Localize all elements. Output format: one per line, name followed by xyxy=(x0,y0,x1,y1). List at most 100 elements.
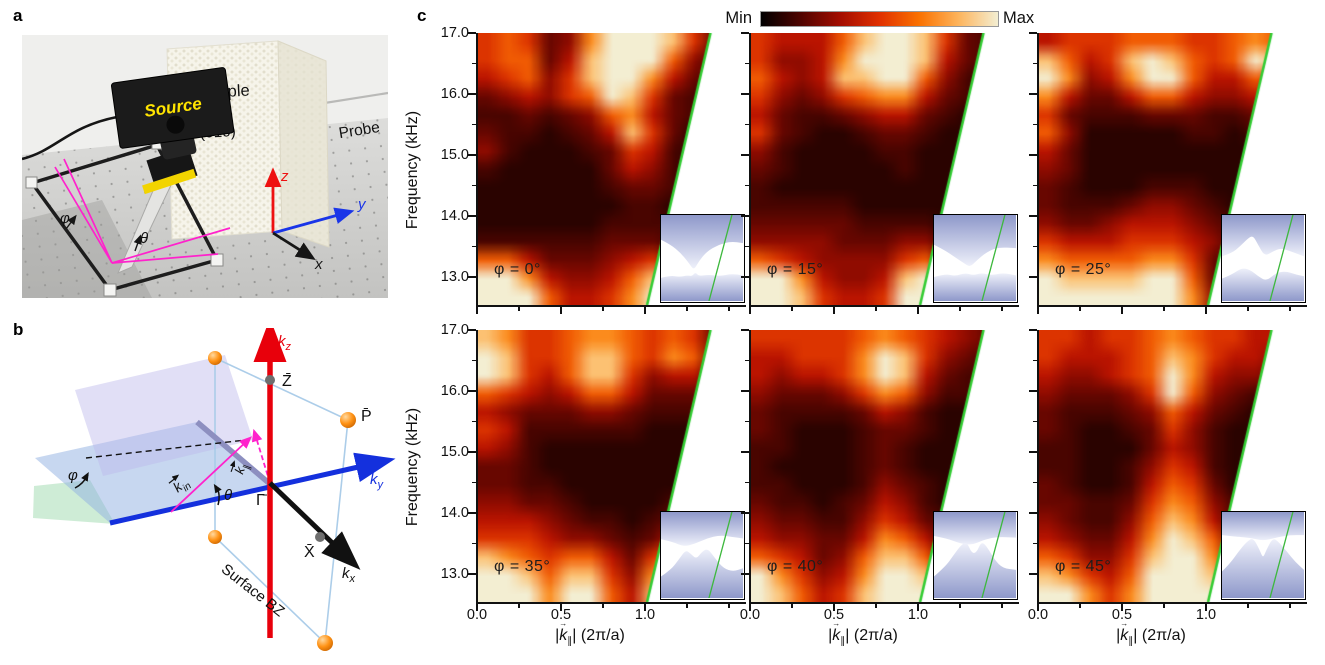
photo-table-shadow xyxy=(22,200,152,298)
heatmap-panel-0: 17.0 16.0 15.0 14.0 13.0 φ = 0° xyxy=(441,25,746,314)
y-minor-tick xyxy=(745,542,749,545)
ky-axis xyxy=(109,452,396,526)
phi-angle-label: φ = 0° xyxy=(494,261,541,278)
band-projection-inset-svg xyxy=(661,510,743,600)
x-point-label: X̄ xyxy=(304,544,315,561)
phi-angle-label: φ = 40° xyxy=(767,558,824,575)
x-minor-tick xyxy=(1247,603,1249,608)
band-projection-inset xyxy=(660,213,745,303)
x-axis-line xyxy=(1037,305,1307,307)
x-axis-line xyxy=(476,602,746,604)
y-major-tick xyxy=(1029,276,1037,278)
svg-text:k∥: k∥ xyxy=(231,461,252,477)
x-minor-tick xyxy=(791,603,793,608)
x-minor-tick xyxy=(602,306,604,311)
y-major-tick xyxy=(468,451,476,453)
inset-sound-line xyxy=(980,510,1006,600)
y-axis-line xyxy=(749,330,751,603)
y-major-tick xyxy=(468,390,476,392)
y-major-tick xyxy=(468,93,476,95)
band-projection-inset xyxy=(1221,213,1306,303)
inset-sound-line xyxy=(1268,213,1294,303)
probe-label: Probe xyxy=(338,119,382,142)
lower-bulk-band xyxy=(661,549,743,598)
band-projection-inset-svg xyxy=(1222,510,1304,600)
x-major-tick xyxy=(644,603,646,611)
heatmap-panel-15: φ = 15° xyxy=(741,32,1019,314)
y-minor-tick xyxy=(745,245,749,248)
y-minor-tick xyxy=(1033,359,1037,362)
x-minor-tick xyxy=(728,306,730,311)
y-minor-tick xyxy=(745,184,749,187)
axis-y-label: y xyxy=(357,196,367,213)
x-major-tick xyxy=(833,306,835,314)
phi-angle-label: φ = 25° xyxy=(1055,261,1112,278)
x-minor-tick xyxy=(686,306,688,311)
panel-b-letter: b xyxy=(13,320,24,339)
brillouin-zone-diagram: kz ky kx Z̄ P̄ X̄ Γ̄ kin k∥ θ φ Surface … xyxy=(33,328,396,651)
source-cable xyxy=(22,115,118,161)
y-tick-label: 15.0 xyxy=(440,147,469,163)
y-minor-tick xyxy=(1033,123,1037,126)
y-minor-tick xyxy=(745,123,749,126)
x-minor-tick xyxy=(518,306,520,311)
x-minor-tick xyxy=(1079,603,1081,608)
y-major-tick xyxy=(741,215,749,217)
axis-x-label: x xyxy=(314,256,323,273)
kx-axis xyxy=(268,481,361,570)
upper-bulk-band xyxy=(934,512,1016,545)
lower-bulk-band xyxy=(1222,268,1304,301)
goniometer-rays xyxy=(54,158,231,264)
x-tick-label: 0.0 xyxy=(739,607,761,623)
x-major-tick xyxy=(476,306,478,314)
y-major-tick xyxy=(1029,32,1037,34)
y-axis-line xyxy=(1037,33,1039,306)
x-minor-tick xyxy=(959,306,961,311)
y-major-tick xyxy=(741,573,749,575)
y-axis-line xyxy=(476,330,478,603)
x-major-tick xyxy=(749,603,751,611)
band-projection-inset-svg xyxy=(934,510,1016,600)
y-minor-tick xyxy=(1033,481,1037,484)
y-major-tick xyxy=(741,390,749,392)
bz-corner-spheres xyxy=(208,351,356,651)
y-major-tick xyxy=(1029,512,1037,514)
heatmap-panel-40: 0.0 0.5 1.0 φ = 40° | → k∥| (2π/a) xyxy=(740,329,1019,647)
gamma-point-label: Γ̄ xyxy=(256,492,268,509)
x-minor-tick xyxy=(602,603,604,608)
upper-bulk-band xyxy=(934,215,1016,266)
lower-bulk-band xyxy=(934,543,1016,598)
phi-arrow xyxy=(74,472,89,489)
z-point-dot xyxy=(265,375,275,385)
y-tick-label: 14.0 xyxy=(440,208,469,224)
x-tick-label: 0.0 xyxy=(1027,607,1049,623)
x-major-tick xyxy=(1205,603,1207,611)
z-point-label: Z̄ xyxy=(282,373,292,390)
lower-bulk-band xyxy=(661,273,743,301)
colorbar-min-label: Min xyxy=(725,9,752,27)
inset-sound-line xyxy=(1268,510,1294,600)
heatmap-panel-25: φ = 25° xyxy=(1029,32,1307,314)
x-minor-tick xyxy=(1079,306,1081,311)
colorbar-max-label: Max xyxy=(1003,9,1035,27)
y-minor-tick xyxy=(1033,62,1037,65)
x-major-tick xyxy=(833,603,835,611)
x-major-tick xyxy=(749,306,751,314)
upper-bulk-band xyxy=(1222,215,1304,257)
y-tick-label: 16.0 xyxy=(440,383,469,399)
p-point-label: P̄ xyxy=(361,408,372,425)
x-major-tick xyxy=(644,306,646,314)
y-minor-tick xyxy=(472,481,476,484)
axis-z-label: z xyxy=(280,168,289,185)
goniometer-frame xyxy=(30,143,219,292)
y-tick-label: 14.0 xyxy=(440,505,469,521)
y-minor-tick xyxy=(1033,420,1037,423)
y-tick-label: 16.0 xyxy=(440,86,469,102)
y-major-tick xyxy=(1029,93,1037,95)
panel-a-letter: a xyxy=(13,6,23,25)
y-major-tick xyxy=(741,276,749,278)
panel-c-letter: c xyxy=(417,6,427,25)
x-point-dot xyxy=(315,532,325,542)
x-minor-tick xyxy=(1247,306,1249,311)
sample-surface-plane-purple xyxy=(75,355,253,476)
